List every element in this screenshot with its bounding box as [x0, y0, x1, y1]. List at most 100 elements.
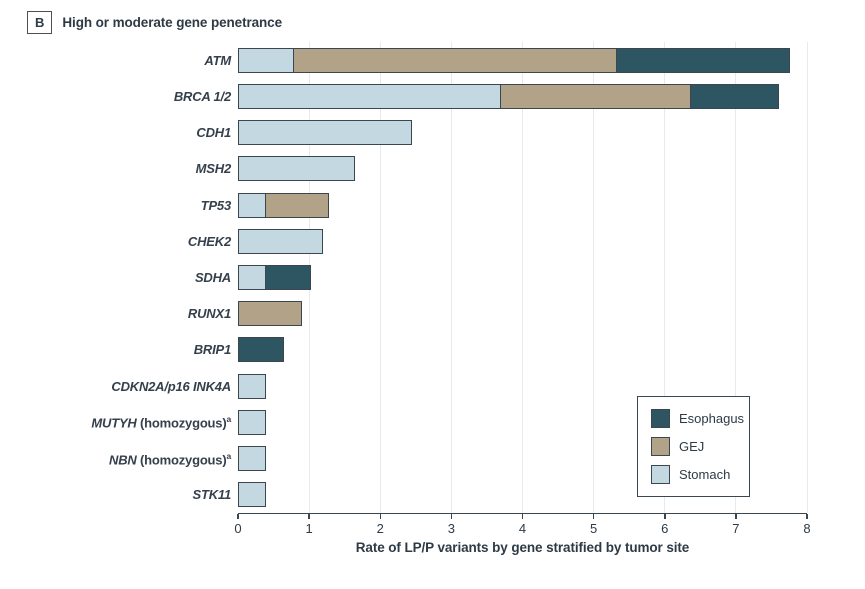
legend-label: GEJ	[679, 439, 705, 454]
gene-label: MUTYH (homozygous)a	[91, 414, 231, 431]
chart-row: BRIP1	[0, 332, 865, 368]
bar-track	[238, 47, 790, 73]
bar-track	[238, 120, 413, 146]
bar-track	[238, 337, 285, 363]
bar-segment-esophagus	[615, 47, 790, 73]
chart-row: TP53	[0, 187, 865, 223]
x-tick	[806, 514, 808, 519]
chart-row: MUTYH (homozygous)a	[0, 404, 865, 440]
bar-segment-gej	[293, 47, 617, 73]
x-axis: 0 1 2 3 4 5 6 7 8	[234, 514, 811, 544]
bar-segment-esophagus	[264, 265, 312, 291]
x-tick-label: 5	[590, 521, 598, 536]
legend-swatch-esophagus	[651, 409, 670, 428]
bar-track	[238, 482, 267, 508]
gene-label: CDKN2A/p16 INK4A	[111, 378, 231, 394]
bar-segment-stomach	[238, 120, 413, 146]
panel-label-badge: B	[27, 11, 53, 34]
gene-label: RUNX1	[187, 306, 231, 322]
legend-swatch-stomach	[651, 465, 670, 484]
bar-segment-stomach	[238, 482, 267, 508]
x-tick-label: 6	[661, 521, 669, 536]
bar-segment-stomach	[238, 83, 502, 109]
gene-label: SDHA	[194, 270, 231, 286]
bar-segment-stomach	[238, 446, 267, 472]
gene-label: BRCA 1/2	[173, 88, 231, 104]
bar-rows: ATM BRCA 1/2 CDH1 MSH2 TP53 CHEK2 SDHA RUNX1 BRI…	[0, 42, 865, 513]
bar-track	[238, 265, 312, 291]
gridline	[379, 42, 381, 513]
gene-label: NBN (homozygous)a	[109, 450, 231, 467]
chart-row: CDKN2A/p16 INK4A	[0, 368, 865, 404]
x-tick	[521, 514, 524, 519]
chart-row: STK11	[0, 477, 865, 513]
legend-item-gej: GEJ	[651, 437, 749, 456]
bar-track	[238, 228, 324, 254]
bar-segment-stomach	[238, 409, 267, 435]
x-tick	[592, 514, 595, 519]
x-tick-label: 8	[803, 521, 811, 536]
bar-track	[238, 301, 302, 327]
chart-row: CDH1	[0, 114, 865, 150]
bar-track	[238, 373, 267, 399]
x-tick	[237, 514, 239, 519]
figure-title: High or moderate gene penetrance	[62, 15, 282, 30]
x-tick-label: 3	[447, 521, 455, 536]
x-tick-label: 0	[234, 521, 242, 536]
legend-swatch-gej	[651, 437, 670, 456]
chart-row: RUNX1	[0, 296, 865, 332]
chart-row: CHEK2	[0, 223, 865, 259]
bar-segment-gej	[264, 192, 329, 218]
chart-row: MSH2	[0, 151, 865, 187]
gridline	[806, 42, 808, 513]
gridline	[522, 42, 523, 513]
gridline	[593, 42, 595, 513]
chart-row: ATM	[0, 42, 865, 78]
gridline	[735, 42, 737, 513]
x-tick	[450, 514, 453, 519]
gene-label: CDH1	[196, 125, 231, 141]
bar-track	[238, 446, 267, 472]
x-tick-label: 7	[732, 521, 740, 536]
gene-label: ATM	[204, 52, 231, 68]
gridline	[664, 42, 666, 513]
legend-item-stomach: Stomach	[651, 465, 749, 484]
legend-item-esophagus: Esophagus	[651, 409, 749, 428]
bar-track	[238, 409, 267, 435]
x-tick	[664, 514, 666, 519]
bar-track	[238, 83, 780, 109]
x-tick	[379, 514, 381, 519]
chart-row: BRCA 1/2	[0, 78, 865, 114]
legend-label: Stomach	[679, 467, 731, 482]
bar-segment-esophagus	[238, 337, 285, 363]
gene-label: MSH2	[195, 161, 232, 177]
chart-row: NBN (homozygous)a	[0, 441, 865, 477]
gene-label: BRIP1	[193, 342, 231, 358]
bar-segment-stomach	[238, 265, 267, 291]
legend-box: Esophagus GEJ Stomach	[637, 396, 750, 497]
bar-segment-stomach	[238, 373, 267, 399]
gene-label: STK11	[192, 487, 232, 503]
bar-segment-stomach	[238, 228, 324, 254]
x-tick-label: 2	[376, 521, 384, 536]
bar-track	[238, 192, 329, 218]
bar-segment-stomach	[238, 156, 356, 182]
bar-track	[238, 156, 356, 182]
x-tick-label: 4	[518, 521, 527, 536]
x-tick	[735, 514, 737, 519]
figure-header: B High or moderate gene penetrance	[27, 11, 282, 34]
gene-label: CHEK2	[187, 233, 231, 249]
chart-row: SDHA	[0, 259, 865, 295]
bar-segment-stomach	[238, 47, 295, 73]
bar-segment-stomach	[238, 192, 267, 218]
bar-segment-gej	[499, 83, 692, 109]
gene-label: TP53	[200, 197, 231, 213]
bar-segment-gej	[238, 301, 302, 327]
x-tick-label: 1	[305, 521, 313, 536]
x-tick	[308, 514, 310, 519]
legend-label: Esophagus	[679, 411, 745, 426]
gridline	[450, 42, 452, 513]
x-axis-title: Rate of LP/P variants by gene stratified…	[355, 540, 690, 555]
bar-segment-esophagus	[690, 83, 780, 109]
